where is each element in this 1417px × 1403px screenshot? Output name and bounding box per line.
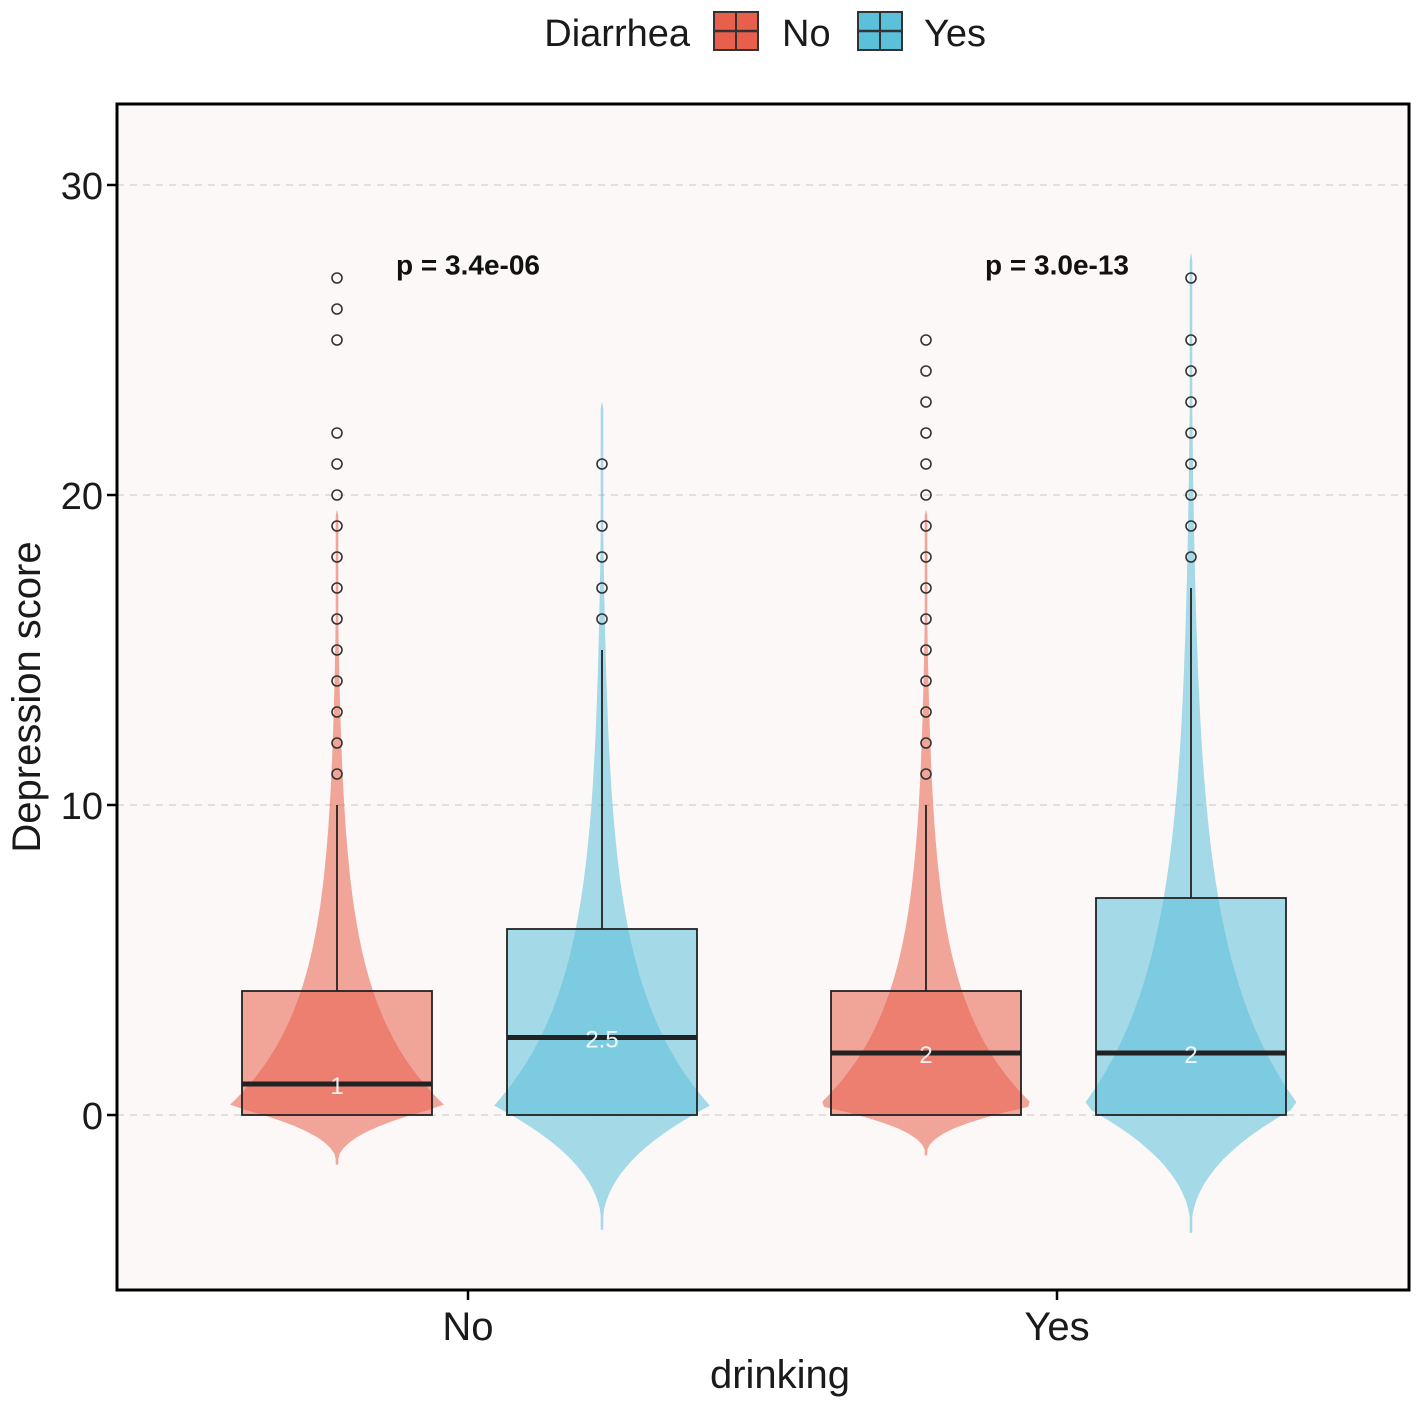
outlier-point — [920, 613, 932, 625]
outlier-point — [331, 489, 343, 501]
outliers — [331, 272, 1197, 780]
legend-title: Diarrhea — [544, 13, 691, 55]
outlier-point — [1185, 520, 1197, 532]
x-axis-title: drinking — [710, 1353, 850, 1397]
legend-key-no — [713, 11, 759, 51]
median-label: 2 — [1184, 1042, 1197, 1069]
outlier-point — [920, 458, 932, 470]
outlier-point — [920, 644, 932, 656]
y-tick-label: 30 — [61, 166, 103, 208]
outlier-point — [331, 427, 343, 439]
box-yes-no — [506, 928, 698, 1116]
outlier-point — [596, 520, 608, 532]
legend-key-yes — [857, 11, 903, 51]
outlier-point — [331, 768, 343, 780]
y-tick-label: 10 — [61, 786, 103, 828]
outlier-point — [596, 613, 608, 625]
y-tick-label: 0 — [82, 1096, 103, 1138]
x-tick-label: No — [442, 1305, 493, 1349]
outlier-point — [920, 365, 932, 377]
legend-label-yes: Yes — [924, 13, 986, 55]
outlier-point — [596, 582, 608, 594]
legend-label-no: No — [782, 13, 831, 55]
outlier-point — [920, 768, 932, 780]
y-tick-label: 20 — [61, 476, 103, 518]
outlier-point — [331, 706, 343, 718]
outlier-point — [920, 427, 932, 439]
outlier-point — [331, 458, 343, 470]
outlier-point — [331, 737, 343, 749]
p-value-label: p = 3.4e-06 — [396, 250, 540, 281]
outlier-point — [920, 675, 932, 687]
outlier-point — [920, 334, 932, 346]
p-value-label: p = 3.0e-13 — [985, 250, 1129, 281]
outlier-point — [920, 551, 932, 563]
outlier-point — [920, 396, 932, 408]
outlier-point — [920, 520, 932, 532]
outlier-point — [331, 613, 343, 625]
outlier-point — [1185, 489, 1197, 501]
panel-border — [115, 102, 1411, 1292]
median-label: 2.5 — [585, 1027, 618, 1054]
x-axis: No Yes — [442, 1290, 1090, 1349]
outlier-point — [920, 706, 932, 718]
outlier-point — [920, 737, 932, 749]
y-axis: 0 10 20 30 — [61, 166, 117, 1138]
outlier-point — [331, 675, 343, 687]
outlier-point — [331, 582, 343, 594]
boxes — [241, 588, 1287, 1116]
outlier-point — [1185, 458, 1197, 470]
x-tick-label: Yes — [1024, 1305, 1089, 1349]
box-no-no — [241, 990, 433, 1116]
outlier-point — [1185, 396, 1197, 408]
outlier-point — [331, 272, 343, 284]
box-yes-yes — [1095, 897, 1287, 1116]
outlier-point — [596, 458, 608, 470]
outlier-point — [1185, 272, 1197, 284]
outlier-point — [331, 334, 343, 346]
outlier-point — [331, 303, 343, 315]
p-value-annotations: p = 3.4e-06 p = 3.0e-13 — [396, 250, 1129, 281]
legend: Diarrhea No Yes — [544, 11, 986, 55]
median-labels: 122.52 — [330, 1027, 1197, 1101]
outlier-point — [331, 644, 343, 656]
outlier-point — [1185, 427, 1197, 439]
outlier-point — [331, 520, 343, 532]
outlier-point — [920, 582, 932, 594]
outlier-point — [1185, 334, 1197, 346]
y-axis-title: Depression score — [5, 541, 49, 852]
outlier-point — [920, 489, 932, 501]
outlier-point — [1185, 365, 1197, 377]
outlier-point — [1185, 551, 1197, 563]
outlier-point — [331, 551, 343, 563]
outlier-point — [596, 551, 608, 563]
median-label: 2 — [919, 1042, 932, 1069]
median-label: 1 — [330, 1073, 343, 1100]
